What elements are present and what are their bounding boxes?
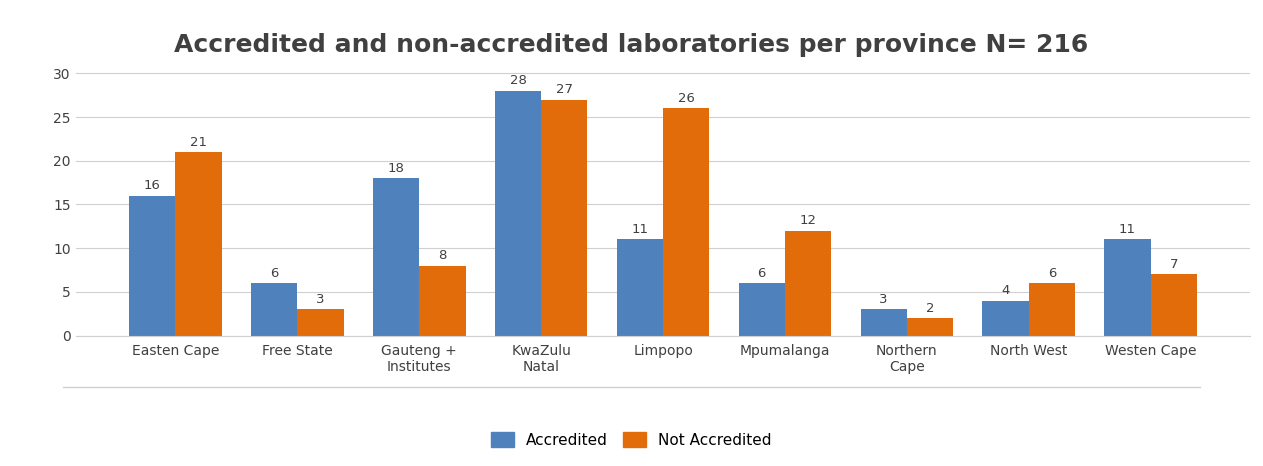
Text: 3: 3 [316,293,325,306]
Bar [983,301,1029,336]
Bar [1029,283,1075,336]
Text: 6: 6 [270,267,278,280]
Text: 7: 7 [1170,258,1178,271]
Text: 28: 28 [509,75,527,88]
Bar [251,283,297,336]
Bar [129,196,176,336]
Text: 26: 26 [678,92,695,105]
Bar [860,309,907,336]
Text: 21: 21 [191,136,207,149]
Bar [297,309,344,336]
Text: 18: 18 [388,162,404,175]
Text: 11: 11 [632,223,648,236]
Bar [663,109,710,336]
Text: 11: 11 [1119,223,1135,236]
Text: Accredited and non-accredited laboratories per province N= 216: Accredited and non-accredited laboratori… [174,33,1089,57]
Text: 27: 27 [556,83,573,96]
Bar [739,283,786,336]
Text: 2: 2 [926,302,935,315]
Bar [176,152,222,336]
Text: 12: 12 [799,214,817,227]
Legend: Accredited, Not Accredited: Accredited, Not Accredited [485,425,778,454]
Bar [419,266,466,336]
Text: 4: 4 [1002,284,1010,297]
Text: 6: 6 [758,267,765,280]
Text: 8: 8 [438,249,447,262]
Bar [1104,240,1151,336]
Bar [495,91,541,336]
Bar [786,231,831,336]
Bar [907,318,954,336]
Text: 3: 3 [879,293,888,306]
Bar [1151,274,1197,336]
Text: 6: 6 [1048,267,1056,280]
Bar [616,240,663,336]
Bar [541,100,587,336]
Text: 16: 16 [144,179,160,192]
Bar [373,178,419,336]
